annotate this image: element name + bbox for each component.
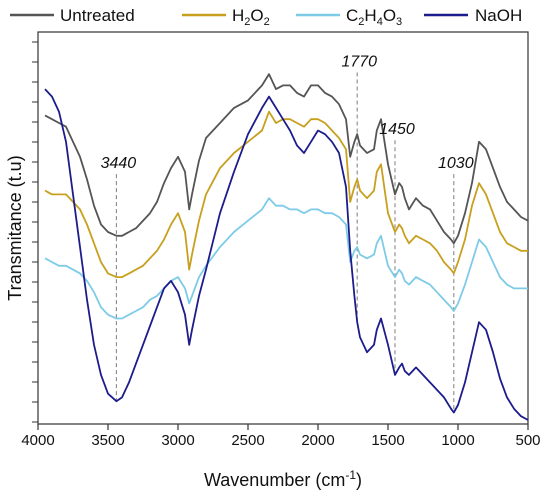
y-axis-ticks <box>32 41 38 423</box>
legend-label-h2o2: H2O2 <box>232 6 270 28</box>
series-lines <box>44 73 529 421</box>
peak-label: 1030 <box>438 155 474 172</box>
legend-label-untreated: Untreated <box>60 6 135 25</box>
series-line-h2o2 <box>44 110 528 278</box>
legend-label-naoh: NaOH <box>475 6 522 25</box>
x-tick-label: 3000 <box>161 432 194 449</box>
peak-annotations: 3440 1770 1450 1030 <box>101 54 474 173</box>
peak-label: 3440 <box>101 155 137 172</box>
series-line-naoh <box>44 88 529 421</box>
peak-label: 1770 <box>341 54 377 71</box>
x-tick-label: 3500 <box>91 432 124 449</box>
x-tick-label: 2500 <box>231 432 264 449</box>
x-tick-label: 1000 <box>441 432 474 449</box>
x-tick-label: 1500 <box>371 432 404 449</box>
series-line-c2h4o3 <box>44 197 528 320</box>
legend: Untreated H2O2 C2H4O3 NaOH <box>10 6 522 28</box>
x-axis-title: Wavenumber (cm-1) <box>204 468 362 490</box>
legend-label-c2h4o3: C2H4O3 <box>346 6 402 28</box>
peak-guide-lines <box>115 72 455 413</box>
x-tick-label: 4000 <box>21 432 54 449</box>
x-tick-label: 500 <box>515 432 540 449</box>
series-line-untreated <box>44 73 529 245</box>
x-axis-ticks: 4000 3500 3000 2500 2000 1500 1000 500 <box>21 424 541 449</box>
x-tick-label: 2000 <box>301 432 334 449</box>
y-axis-title: Transmitance (t.u) <box>5 155 25 300</box>
peak-label: 1450 <box>379 121 415 138</box>
plot-area <box>37 31 529 425</box>
